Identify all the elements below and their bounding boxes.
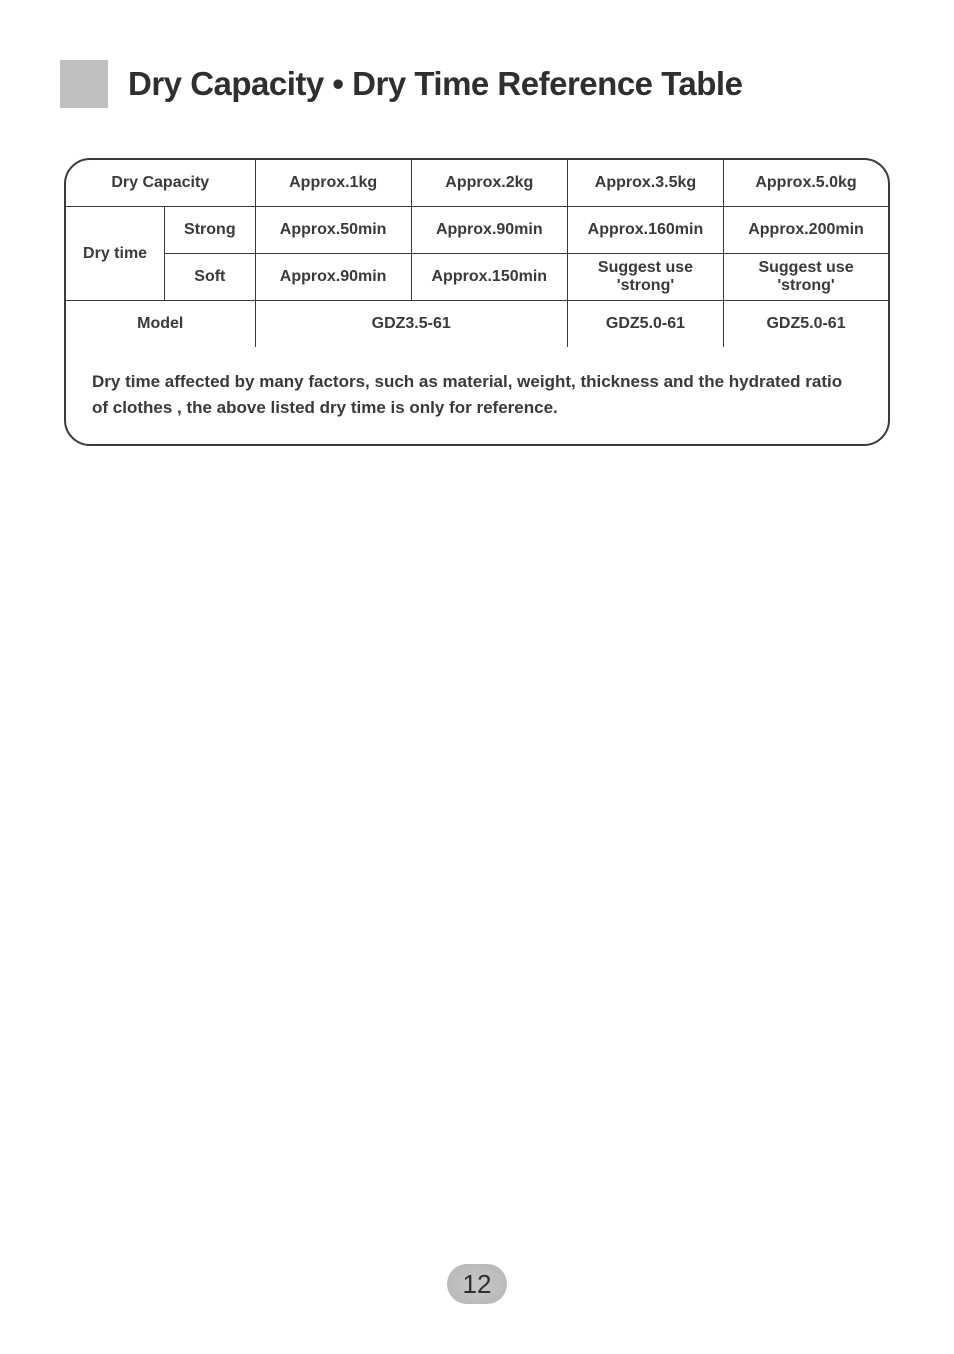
cell-strong-5kg: Approx.200min (724, 207, 888, 254)
col-header-capacity: Dry Capacity (66, 160, 255, 207)
manual-page: Dry Capacity • Dry Time Reference Table … (0, 0, 954, 1354)
cell-soft-3_5kg: Suggest use 'strong' (567, 254, 723, 301)
cell-soft-5kg: Suggest use 'strong' (724, 254, 888, 301)
page-title: Dry Capacity • Dry Time Reference Table (128, 65, 742, 103)
dry-time-reference-table: Dry Capacity Approx.1kg Approx.2kg Appro… (66, 160, 888, 347)
table-row-soft: Soft Approx.90min Approx.150min Suggest … (66, 254, 888, 301)
title-accent-block (60, 60, 108, 108)
cell-model-2: GDZ5.0-61 (724, 301, 888, 348)
cell-soft-1kg: Approx.90min (255, 254, 411, 301)
col-header-3_5kg: Approx.3.5kg (567, 160, 723, 207)
page-title-row: Dry Capacity • Dry Time Reference Table (60, 60, 894, 108)
cell-model-1: GDZ5.0-61 (567, 301, 723, 348)
cell-strong-3_5kg: Approx.160min (567, 207, 723, 254)
cell-model-0: GDZ3.5-61 (255, 301, 567, 348)
row-group-dry-time: Dry time (66, 207, 165, 301)
col-header-2kg: Approx.2kg (411, 160, 567, 207)
col-header-5kg: Approx.5.0kg (724, 160, 888, 207)
cell-strong-2kg: Approx.90min (411, 207, 567, 254)
col-header-1kg: Approx.1kg (255, 160, 411, 207)
cell-strong-1kg: Approx.50min (255, 207, 411, 254)
cell-soft-2kg: Approx.150min (411, 254, 567, 301)
reference-note: Dry time affected by many factors, such … (66, 347, 888, 422)
table-header-row: Dry Capacity Approx.1kg Approx.2kg Appro… (66, 160, 888, 207)
table-row-model: Model GDZ3.5-61 GDZ5.0-61 GDZ5.0-61 (66, 301, 888, 348)
row-label-model: Model (66, 301, 255, 348)
reference-card: Dry Capacity Approx.1kg Approx.2kg Appro… (64, 158, 890, 446)
mode-strong: Strong (165, 207, 255, 254)
mode-soft: Soft (165, 254, 255, 301)
page-number: 12 (463, 1269, 492, 1300)
page-number-badge: 12 (447, 1264, 507, 1304)
table-row-strong: Dry time Strong Approx.50min Approx.90mi… (66, 207, 888, 254)
